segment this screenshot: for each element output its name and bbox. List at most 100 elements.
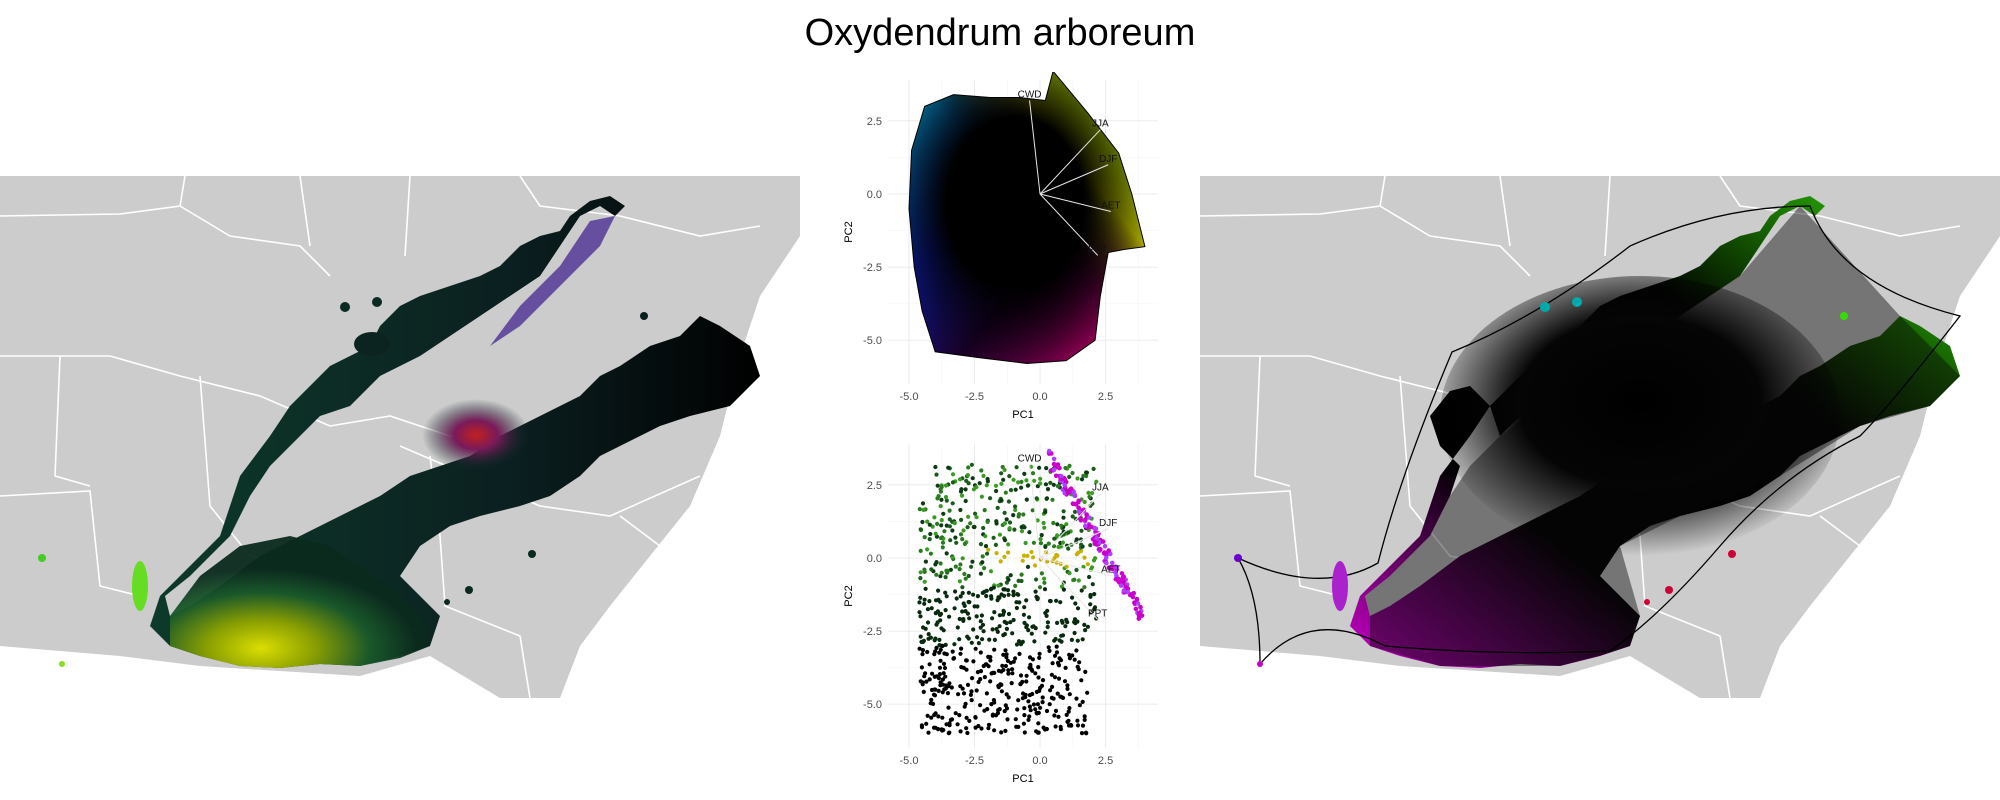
x-tick-label: -2.5 [965, 755, 984, 767]
pca-point [949, 717, 955, 722]
pca-point [1001, 477, 1006, 482]
pca-point [1083, 628, 1088, 633]
pca-point [965, 611, 970, 616]
pca-point [917, 646, 922, 651]
pca-point [1007, 474, 1012, 479]
pca-point [1022, 605, 1027, 610]
pca-point [1065, 683, 1070, 688]
pca-point [941, 671, 946, 676]
pca-point [936, 714, 941, 719]
pca-point [1052, 713, 1057, 718]
pca-point [982, 566, 987, 571]
pca-point [1023, 540, 1028, 546]
pca-point [1019, 529, 1025, 534]
pca-point [1090, 582, 1095, 587]
pca-point [960, 686, 965, 691]
pca-point [1079, 588, 1084, 593]
pca-point [1055, 691, 1060, 696]
pca-point [950, 555, 955, 560]
pca-point [1072, 617, 1078, 622]
pca-point [1061, 515, 1066, 520]
vector-label: AET [1101, 565, 1120, 576]
pca-point [1073, 601, 1078, 606]
pca-point [1082, 523, 1088, 529]
pca-point [1026, 717, 1031, 722]
pca-point [1036, 675, 1041, 680]
pca-point [960, 609, 965, 614]
pca-point [1027, 615, 1032, 620]
pca-point [1072, 493, 1078, 499]
pca-point [1024, 497, 1029, 502]
pca-point [992, 728, 997, 733]
pca-point [939, 497, 944, 502]
pca-point [985, 551, 990, 556]
pca-point [1005, 717, 1010, 722]
pca-point [1037, 655, 1042, 660]
pca-point [928, 551, 933, 556]
pca-point [929, 687, 935, 693]
pca-point [1026, 628, 1031, 633]
vector-label: CWD [1018, 453, 1042, 464]
pca-point [976, 723, 981, 729]
pca-point [1072, 501, 1078, 507]
pca-point [985, 479, 990, 484]
pca-point [998, 682, 1003, 687]
pca-point [1067, 571, 1072, 576]
pca-point [1064, 712, 1069, 717]
pca-point [1007, 526, 1012, 531]
pca-point [1014, 600, 1019, 605]
pca-point [938, 574, 943, 579]
pca-point [940, 728, 945, 733]
pca-point [926, 730, 931, 735]
pca-point [1102, 550, 1107, 555]
pca-point [1028, 708, 1033, 713]
pca-point [969, 640, 974, 645]
pca-point [1002, 709, 1007, 714]
pca-point [1008, 573, 1013, 578]
pca-point [1006, 577, 1011, 582]
pca-point [1055, 484, 1060, 489]
pca-point [1066, 718, 1071, 723]
pca-point [917, 610, 922, 615]
pca-point [1118, 583, 1124, 588]
pca-point [1004, 626, 1009, 631]
pca-point [1031, 624, 1036, 629]
pca-point [978, 619, 983, 624]
pca-point [941, 628, 946, 633]
pca-point [982, 708, 987, 713]
pca-point [1052, 653, 1058, 658]
pca-point [918, 634, 923, 639]
pca-point [1063, 624, 1068, 629]
pca-point [963, 498, 968, 504]
pca-point [1084, 473, 1089, 479]
pca-point [1044, 496, 1050, 501]
pca-point [936, 676, 941, 681]
pca-point [922, 601, 927, 606]
pca-point [920, 519, 925, 525]
pca-point [921, 507, 926, 512]
pca-point [982, 589, 987, 594]
pca-point [1132, 600, 1137, 605]
pca-point [1051, 544, 1057, 549]
pca-point [1043, 544, 1048, 549]
y-tick-label: 0.0 [867, 189, 882, 201]
pca-point [1083, 517, 1088, 522]
pca-point [1019, 525, 1024, 530]
pca-point [1027, 530, 1032, 535]
pca-point [954, 596, 959, 601]
pca-point [999, 471, 1004, 476]
pca-point [1024, 625, 1029, 630]
pca-point [1011, 593, 1016, 598]
left-range-map [0, 176, 800, 698]
pca-point [1130, 594, 1136, 600]
pca-point [980, 560, 985, 565]
pca-point [1042, 525, 1047, 530]
pca-point [960, 537, 965, 542]
pca-point [1021, 553, 1027, 558]
pca-point [953, 564, 958, 569]
pca-point [1086, 490, 1091, 495]
pca-point [1053, 463, 1058, 468]
pca-point [940, 545, 945, 550]
pca-point [1033, 707, 1038, 712]
pca-point [1131, 590, 1136, 596]
